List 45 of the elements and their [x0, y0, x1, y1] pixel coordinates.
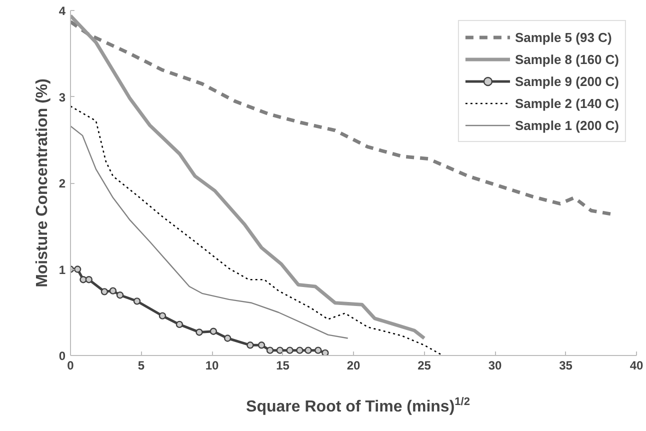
legend-label: Sample 9 (200 C) [514, 73, 619, 89]
point [246, 342, 254, 349]
point [176, 320, 184, 328]
point [133, 298, 141, 305]
point [116, 292, 124, 299]
point [314, 346, 322, 354]
point [266, 346, 274, 354]
x-axis-title: Square Root of Time (mins)$^{1/2}$ [245, 395, 471, 418]
line-series [70, 125, 348, 339]
legend-label: Sample 5 (93 C) [514, 29, 612, 45]
point [80, 276, 87, 284]
point [210, 328, 218, 335]
x-tick-label: 20 [346, 358, 360, 372]
legend-label: Sample 2 (140 C) [514, 95, 619, 111]
point [286, 346, 294, 354]
y-tick-label: 1 [58, 262, 66, 277]
x-tick-label: 5 [138, 358, 145, 372]
y-axis-title: Moisture Concentration (%) [34, 78, 51, 288]
point [100, 288, 108, 296]
x-tick-label: 25 [418, 358, 432, 372]
point [296, 346, 304, 354]
point [85, 276, 92, 284]
point [304, 346, 312, 354]
y-tick-label: 0 [58, 349, 66, 363]
point [158, 312, 166, 320]
x-tick-label: 40 [630, 358, 644, 372]
x-tick-label: 30 [488, 358, 502, 372]
point [322, 349, 329, 356]
legend-label: Sample 1 (200 C) [514, 117, 619, 133]
y-tick-label: 4 [58, 4, 66, 18]
y-tick-label: 2 [58, 176, 66, 190]
x-tick-label: 35 [559, 358, 573, 372]
y-tick-label: 3 [58, 90, 66, 104]
point [109, 287, 117, 294]
line-series [70, 106, 442, 356]
point [224, 334, 232, 342]
x-tick-label: 15 [276, 358, 290, 372]
legend-label: Sample 8 (160 C) [514, 51, 619, 67]
x-tick-label: 10 [205, 358, 219, 372]
point [258, 342, 266, 349]
line-series [70, 14, 426, 340]
x-tick-label: 0 [67, 358, 74, 372]
point [276, 346, 284, 354]
point [74, 266, 82, 273]
point [196, 328, 203, 336]
